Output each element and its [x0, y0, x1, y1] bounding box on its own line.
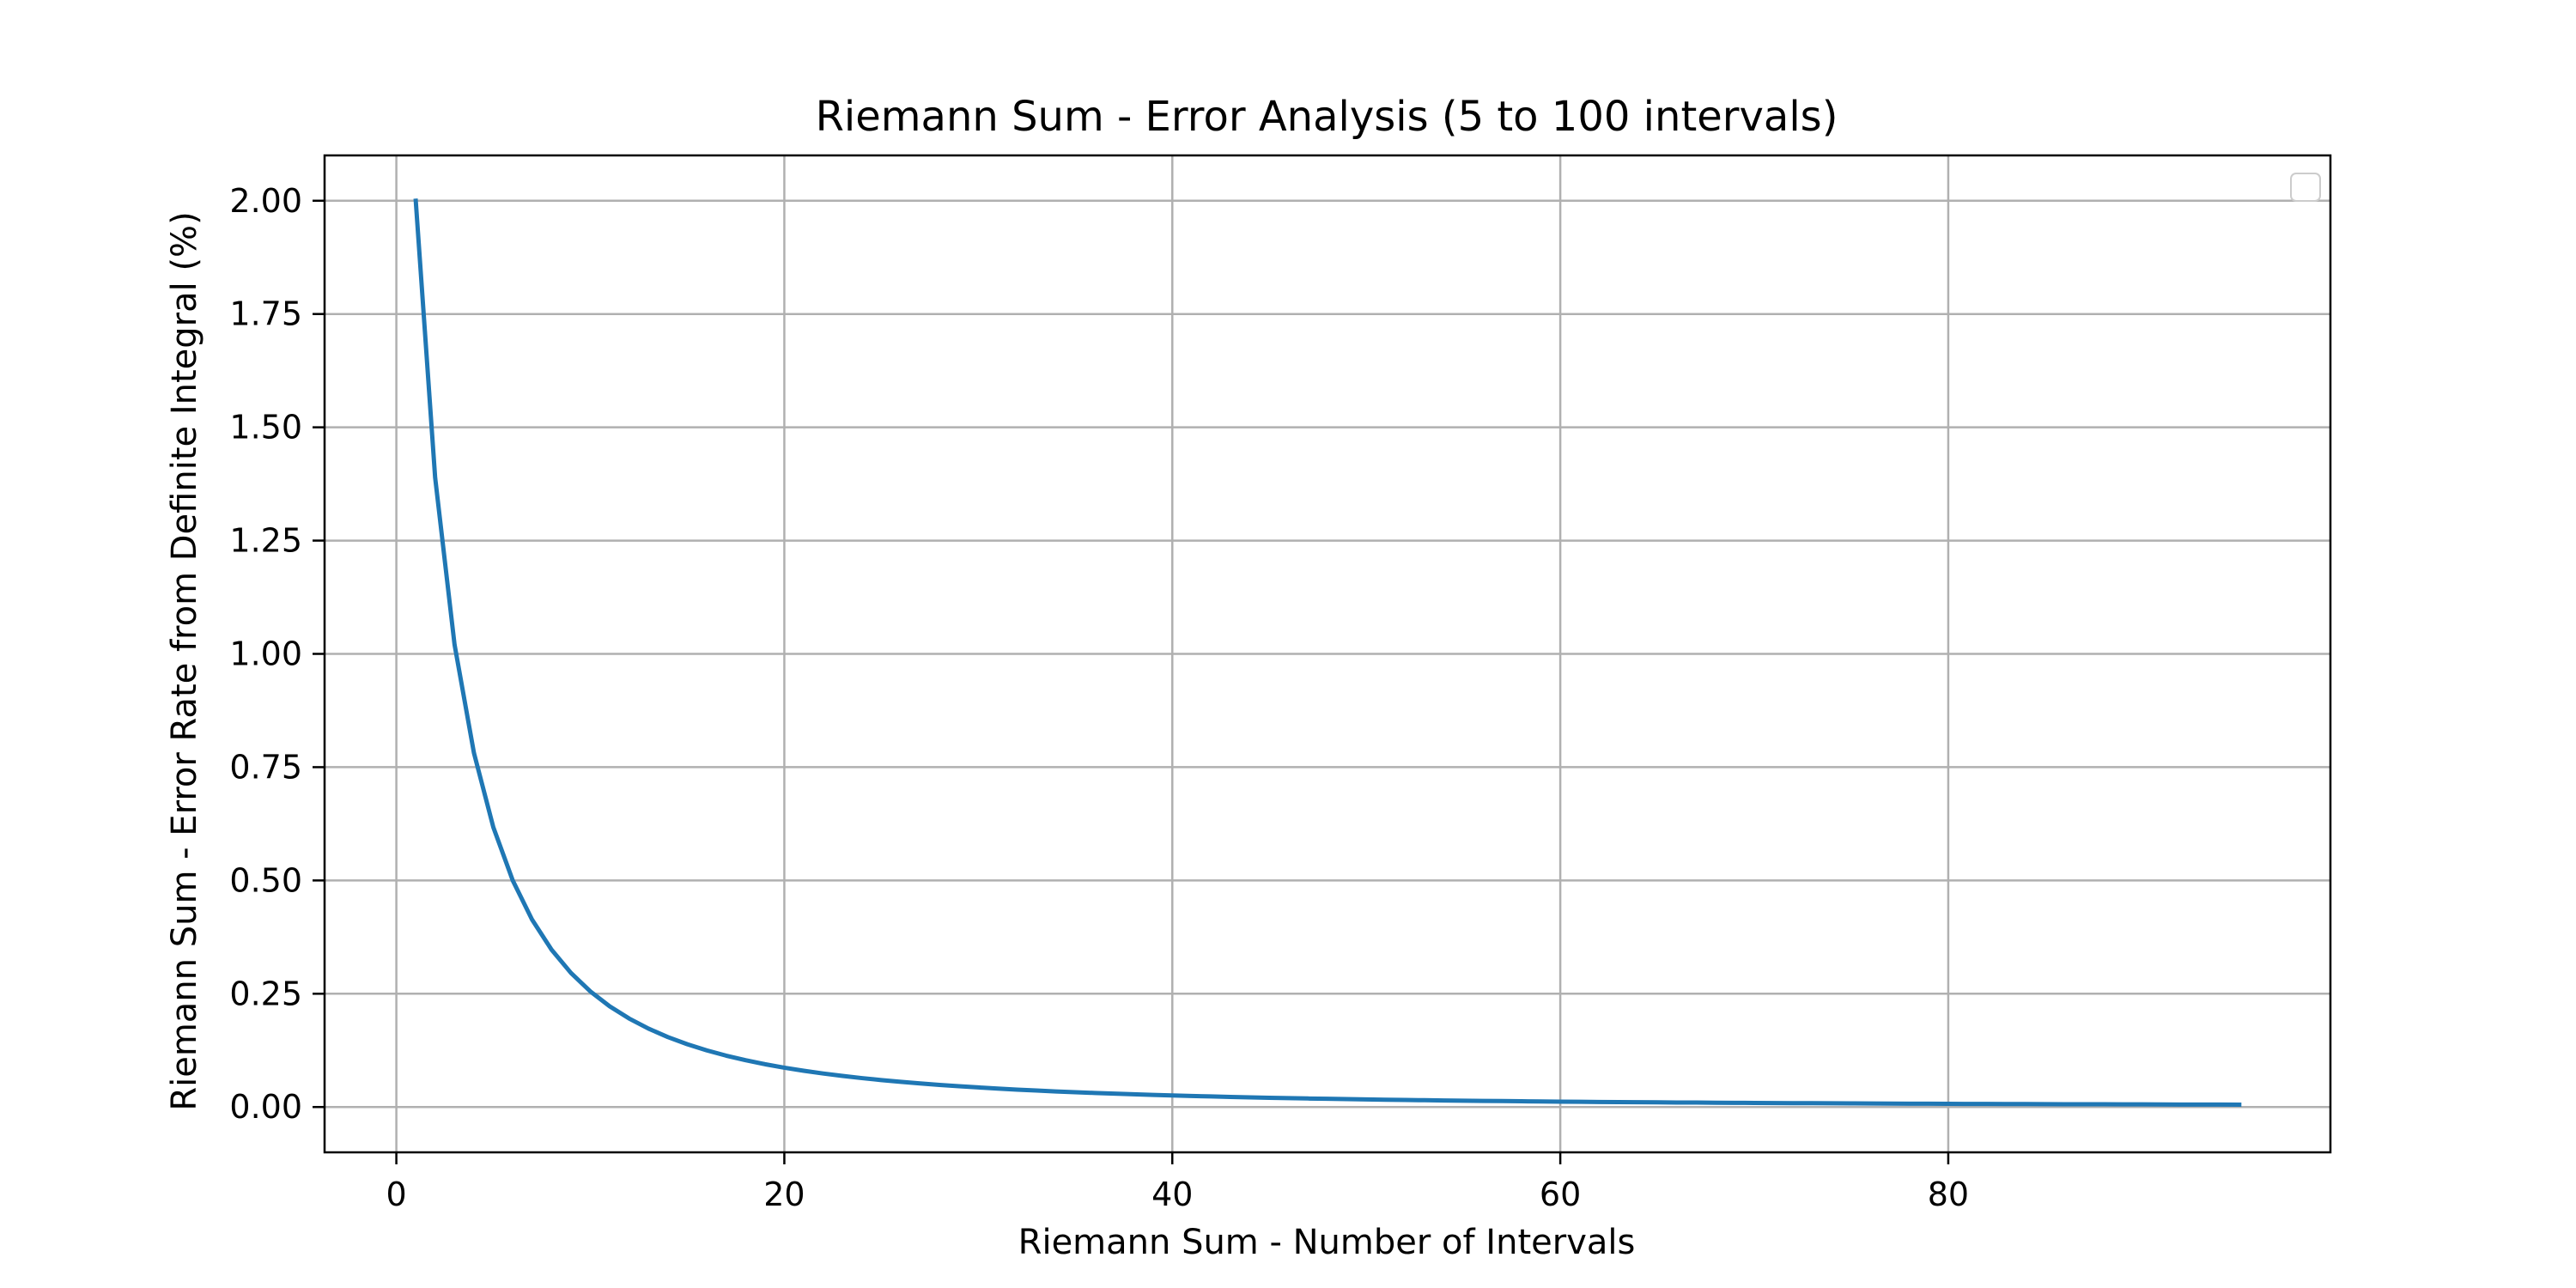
chart-title: Riemann Sum - Error Analysis (5 to 100 i… — [816, 93, 1838, 141]
grid-lines — [325, 155, 2330, 1152]
x-tick-label: 80 — [1928, 1176, 1969, 1213]
y-tick-label: 0.00 — [229, 1088, 302, 1126]
y-tick-label: 0.25 — [229, 975, 302, 1012]
series-line-0 — [413, 198, 2242, 1107]
x-tick-label: 60 — [1540, 1176, 1581, 1213]
series-layer — [413, 198, 2242, 1107]
legend-box — [2290, 173, 2321, 202]
x-tick-label: 20 — [763, 1176, 805, 1213]
y-tick-label: 1.50 — [229, 409, 302, 447]
y-tick-label: 0.50 — [229, 861, 302, 899]
y-tick-label: 2.00 — [229, 182, 302, 220]
x-axis-label: Riemann Sum - Number of Intervals — [1018, 1223, 1636, 1262]
x-tick-label: 0 — [386, 1176, 406, 1213]
x-tick-label: 40 — [1151, 1176, 1193, 1213]
y-tick-label: 1.25 — [229, 522, 302, 560]
y-tick-label: 1.00 — [229, 635, 302, 673]
y-axis-label: Riemann Sum - Error Rate from Definite I… — [165, 211, 204, 1110]
y-tick-label: 0.75 — [229, 748, 302, 786]
x-axis-ticks: 0 20 40 60 80 — [386, 1152, 1969, 1213]
y-tick-label: 1.75 — [229, 295, 302, 333]
y-axis-ticks: 0.00 0.25 0.50 0.75 1.00 1.25 1.50 1.75 2.00 — [229, 182, 325, 1126]
